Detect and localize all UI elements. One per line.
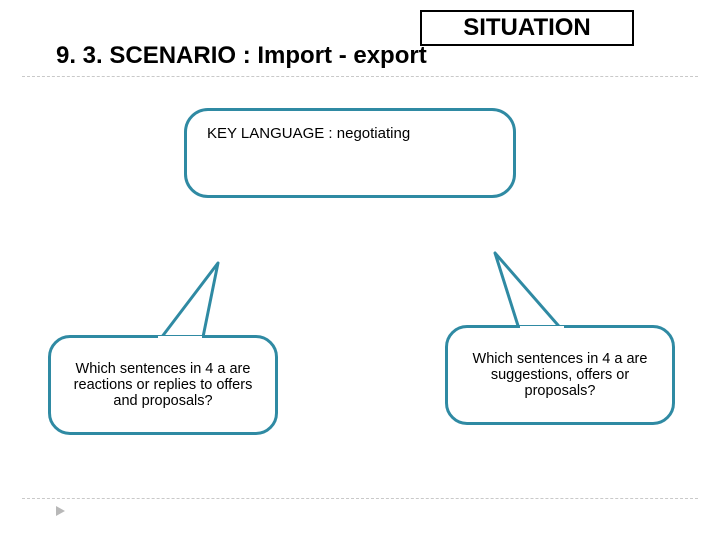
bullet-arrow-icon	[56, 506, 65, 516]
left-bubble-text: Which sentences in 4 a are reactions or …	[65, 361, 261, 409]
right-tail-base-mask	[520, 326, 564, 334]
right-bubble: Which sentences in 4 a are suggestions, …	[445, 325, 675, 425]
left-tail-base-mask	[158, 336, 202, 344]
right-bubble-text: Which sentences in 4 a are suggestions, …	[462, 351, 658, 399]
slide: SITUATION 9. 3. SCENARIO : Import - expo…	[0, 0, 720, 540]
right-bubble-tail	[0, 0, 720, 540]
left-bubble: Which sentences in 4 a are reactions or …	[48, 335, 278, 435]
